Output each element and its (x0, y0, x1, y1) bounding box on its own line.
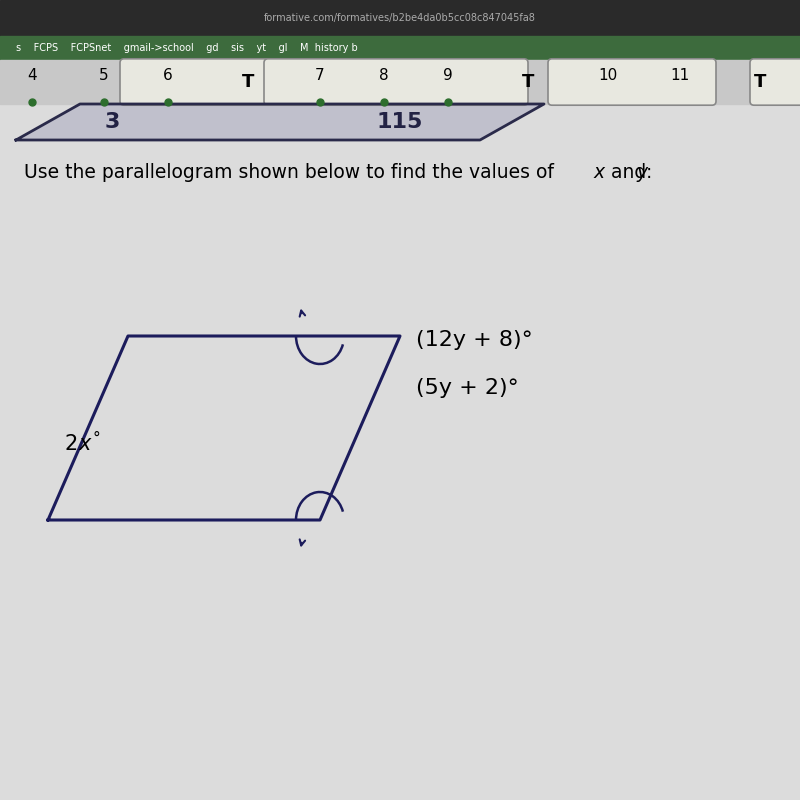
FancyBboxPatch shape (750, 58, 800, 106)
FancyBboxPatch shape (264, 58, 528, 106)
Text: 11: 11 (670, 68, 690, 83)
FancyBboxPatch shape (120, 58, 272, 106)
Text: 115: 115 (377, 112, 423, 132)
Text: (12y + 8)°: (12y + 8)° (416, 330, 533, 350)
Bar (0, 60, 800, 104)
Text: x: x (594, 162, 605, 182)
Text: y: y (637, 162, 648, 182)
Text: x: x (78, 434, 90, 454)
Text: °: ° (92, 431, 100, 446)
Polygon shape (16, 104, 544, 140)
Text: T: T (242, 73, 254, 91)
Text: 5: 5 (99, 68, 109, 83)
Text: Use the parallelogram shown below to find the values of: Use the parallelogram shown below to fin… (24, 162, 560, 182)
Text: (5y + 2)°: (5y + 2)° (416, 378, 518, 398)
Bar (0, 0, 800, 36)
Text: and: and (605, 162, 652, 182)
Text: 2: 2 (64, 434, 78, 454)
Text: 10: 10 (598, 68, 618, 83)
Bar (0, 36, 800, 60)
Text: 4: 4 (27, 68, 37, 83)
Text: 9: 9 (443, 68, 453, 83)
Text: formative.com/formatives/b2be4da0b5cc08c847045fa8: formative.com/formatives/b2be4da0b5cc08c… (264, 13, 536, 23)
FancyBboxPatch shape (548, 58, 716, 106)
Text: T: T (754, 73, 766, 91)
Text: s    FCPS    FCPSnet    gmail->school    gd    sis    yt    gl    M  history b: s FCPS FCPSnet gmail->school gd sis yt g… (16, 43, 358, 53)
Text: T: T (522, 73, 534, 91)
Text: 6: 6 (163, 68, 173, 83)
Text: 8: 8 (379, 68, 389, 83)
Text: :: : (646, 162, 652, 182)
Text: 7: 7 (315, 68, 325, 83)
Text: 3: 3 (104, 112, 120, 132)
